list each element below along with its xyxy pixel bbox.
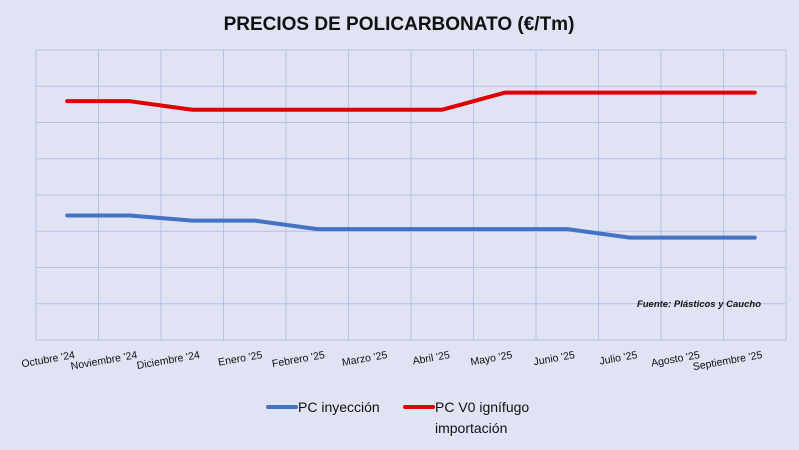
- legend: PC inyección PC V0 ignífugo importación: [266, 399, 529, 436]
- x-tick-label: Enero '25: [217, 349, 263, 369]
- x-tick-label: Julio '25: [599, 349, 639, 367]
- x-tick-label: Octubre '24: [21, 349, 76, 370]
- chart-title: PRECIOS DE POLICARBONATO (€/Tm): [224, 14, 575, 35]
- x-tick-label: Mayo '25: [470, 349, 514, 368]
- x-tick-label: Febrero '25: [271, 349, 326, 370]
- legend-label-0: PC inyección: [298, 399, 380, 415]
- x-tick-label: Marzo '25: [341, 349, 388, 369]
- grid: [35, 49, 787, 341]
- legend-label-1: importación: [435, 420, 507, 436]
- x-tick-label: Junio '25: [533, 349, 576, 368]
- x-tick-label: Septiembre '25: [692, 349, 763, 373]
- series-line-0: [65, 213, 757, 240]
- x-tick-label: Abril '25: [412, 349, 451, 367]
- series-line-1: [65, 90, 757, 112]
- x-tick-label: Noviembre '24: [70, 349, 139, 373]
- x-tick-label: Diciembre '24: [136, 349, 201, 372]
- series-layer: [65, 90, 757, 240]
- source-annotation: Fuente: Plásticos y Caucho: [637, 299, 761, 310]
- legend-label-1: PC V0 ignífugo: [435, 399, 529, 415]
